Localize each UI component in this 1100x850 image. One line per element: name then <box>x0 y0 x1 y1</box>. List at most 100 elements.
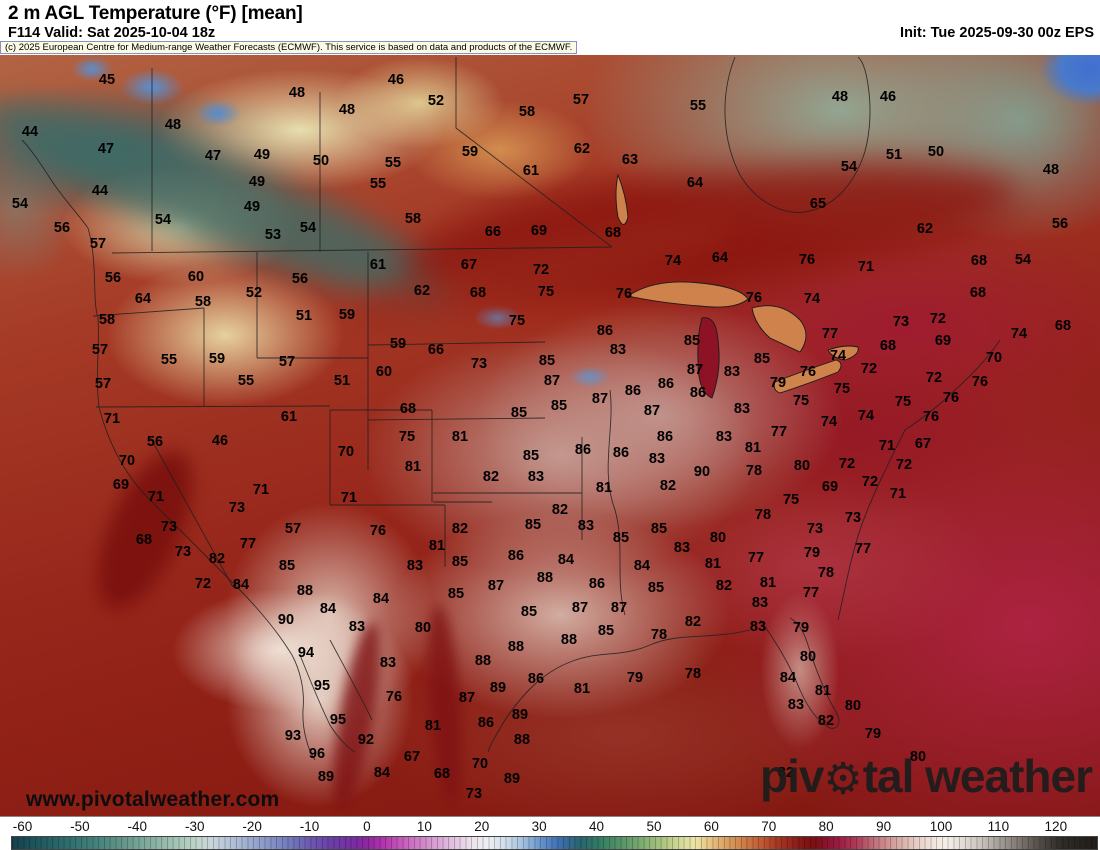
temp-label: 76 <box>385 688 403 705</box>
map-canvas[interactable]: 45 48 48 44 48 47 47 49 50 44 49 49 54 56 54 53 54 57 46 52… <box>0 55 1100 817</box>
temp-label: 49 <box>253 146 271 163</box>
temp-label: 48 <box>338 101 356 118</box>
temp-label: 68 <box>970 252 988 269</box>
temp-label: 70 <box>471 755 489 772</box>
temp-label: 50 <box>927 143 945 160</box>
temp-label: 56 <box>104 269 122 286</box>
temp-label: 88 <box>296 582 314 599</box>
temp-label: 82 <box>684 613 702 630</box>
temp-label: 75 <box>894 393 912 410</box>
temp-label: 92 <box>357 731 375 748</box>
colorbar-tick: 80 <box>818 819 834 834</box>
lake-michigan <box>697 317 720 399</box>
temp-label: 68 <box>879 337 897 354</box>
temp-label: 87 <box>458 689 476 706</box>
valid-time-label: F114 Valid: Sat 2025-10-04 18z <box>8 25 216 41</box>
colorbar-tick: -30 <box>184 819 205 834</box>
temp-label: 54 <box>299 219 317 236</box>
temp-label: 68 <box>1054 317 1072 334</box>
temp-label: 74 <box>820 413 838 430</box>
temp-label: 84 <box>557 551 575 568</box>
temp-label: 68 <box>135 531 153 548</box>
us-canada-border <box>111 246 613 254</box>
temp-label: 73 <box>160 518 178 535</box>
temp-label: 88 <box>560 631 578 648</box>
temp-label: 56 <box>291 270 309 287</box>
temp-label: 72 <box>838 455 856 472</box>
colorbar-tick: 30 <box>531 819 547 834</box>
temp-label: 70 <box>985 349 1003 366</box>
temp-label: 48 <box>1042 161 1060 178</box>
temp-label: 54 <box>154 211 172 228</box>
temp-label: 84 <box>779 669 797 686</box>
temp-label: 73 <box>844 509 862 526</box>
temp-label: 73 <box>465 785 483 802</box>
temp-label: 73 <box>806 520 824 537</box>
temp-label: 69 <box>530 222 548 239</box>
temp-label: 62 <box>413 282 431 299</box>
temp-label: 79 <box>803 544 821 561</box>
temp-label: 81 <box>451 428 469 445</box>
temp-label: 85 <box>753 350 771 367</box>
colorbar-tick: 50 <box>646 819 662 834</box>
temp-label: 85 <box>278 557 296 574</box>
temp-label: 64 <box>134 290 152 307</box>
temp-label: 50 <box>312 152 330 169</box>
lake-erie <box>773 359 842 394</box>
temp-label: 59 <box>389 335 407 352</box>
temp-label: 84 <box>372 590 390 607</box>
temp-label: 96 <box>308 745 326 762</box>
temp-label: 83 <box>406 557 424 574</box>
temp-label: 46 <box>387 71 405 88</box>
state-border <box>367 417 546 421</box>
temp-label: 61 <box>522 162 540 179</box>
temp-label: 72 <box>929 310 947 327</box>
lake-superior <box>626 281 749 308</box>
lake-ontario <box>827 345 859 361</box>
temp-label: 47 <box>97 140 115 157</box>
temp-label: 57 <box>278 353 296 370</box>
colorbar-tick: 0 <box>363 819 371 834</box>
temp-label: 64 <box>711 249 729 266</box>
init-time-label: Init: Tue 2025-09-30 00z EPS <box>900 25 1094 41</box>
temp-label: 52 <box>427 92 445 109</box>
temp-label: 51 <box>333 372 351 389</box>
temp-label: 77 <box>802 584 820 601</box>
temp-label: 67 <box>403 748 421 765</box>
temp-label: 83 <box>648 450 666 467</box>
temp-label: 79 <box>769 374 787 391</box>
temp-label: 79 <box>864 725 882 742</box>
temp-label: 68 <box>399 400 417 417</box>
temp-label: 83 <box>673 539 691 556</box>
temp-label: 72 <box>860 360 878 377</box>
temp-label: 87 <box>571 599 589 616</box>
pivotal-weather-logo: piv⚙tal weather <box>760 753 1093 801</box>
temp-label: 85 <box>683 332 701 349</box>
colorbar: -60 -50 -40 -30 -20 -10 0 10 20 30 40 50 60 70 80 90 100… <box>0 817 1100 850</box>
temp-label: 76 <box>922 408 940 425</box>
sea-of-cortez <box>329 639 373 721</box>
temp-label: 80 <box>793 457 811 474</box>
temp-label: 49 <box>243 198 261 215</box>
temp-label: 55 <box>160 351 178 368</box>
temp-label: 77 <box>821 325 839 342</box>
temp-label: 58 <box>194 293 212 310</box>
lake-winnipeg <box>615 173 629 225</box>
temp-label: 85 <box>550 397 568 414</box>
temp-label: 76 <box>798 251 816 268</box>
temp-label: 76 <box>615 285 633 302</box>
temp-label: 62 <box>573 140 591 157</box>
temp-label: 44 <box>21 123 39 140</box>
state-border <box>367 341 546 346</box>
temp-label: 59 <box>461 143 479 160</box>
temp-label: 69 <box>112 476 130 493</box>
temp-label: 74 <box>664 252 682 269</box>
temp-label: 95 <box>329 711 347 728</box>
temp-label: 68 <box>433 765 451 782</box>
temp-label: 75 <box>833 380 851 397</box>
temp-label: 83 <box>751 594 769 611</box>
temp-label: 85 <box>447 585 465 602</box>
temp-label: 81 <box>595 479 613 496</box>
colorbar-tick: 60 <box>703 819 719 834</box>
temp-label: 54 <box>11 195 29 212</box>
